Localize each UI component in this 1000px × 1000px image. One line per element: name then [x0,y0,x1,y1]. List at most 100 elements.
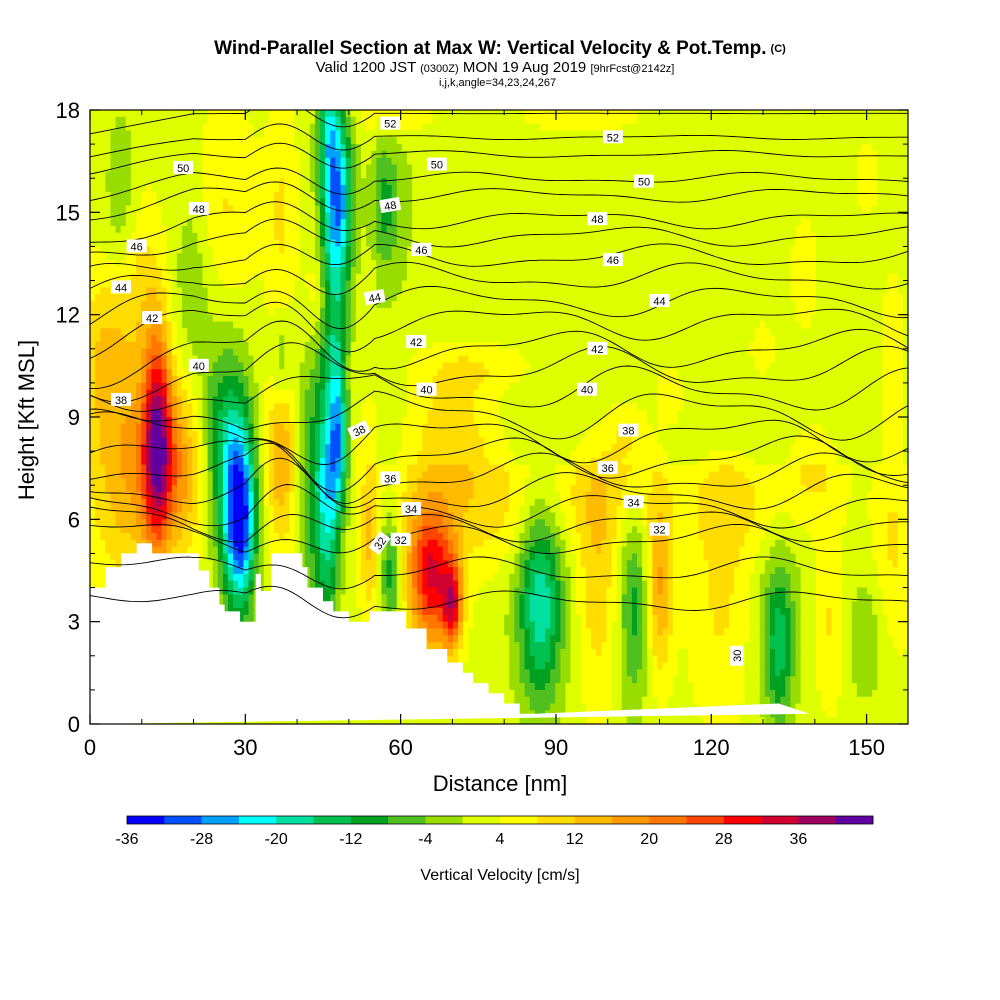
w-cell [130,198,137,207]
w-cell [171,212,178,220]
w-cell [238,260,244,268]
w-cell [606,171,613,179]
w-cell [631,239,638,248]
w-cell [483,232,490,241]
w-cell [529,198,536,207]
w-cell [325,137,331,145]
w-cell [447,185,454,193]
w-cell [437,239,444,248]
w-cell [851,198,858,207]
w-cell [621,301,628,309]
w-cell [560,150,567,159]
w-cell [345,212,352,220]
w-cell [161,307,168,316]
w-cell [744,314,751,323]
w-cell [693,294,699,302]
w-cell [463,219,469,227]
w-cell [524,130,531,138]
w-cell [396,287,403,295]
w-cell [427,307,434,316]
w-cell [667,130,674,138]
w-cell [831,205,838,213]
w-cell [263,110,270,118]
w-cell [575,178,582,186]
w-cell [570,314,577,323]
w-cell [810,273,817,282]
w-cell [764,116,771,125]
w-cell [156,123,163,132]
w-cell [662,232,669,241]
w-cell [396,232,403,241]
w-cell [769,191,776,200]
w-cell [611,171,618,179]
w-cell [120,130,127,138]
w-cell [642,314,648,323]
w-cell [345,273,352,282]
w-cell [146,157,152,166]
w-cell [458,314,464,323]
w-cell [626,137,633,145]
w-cell [693,116,699,125]
w-cell [412,130,418,138]
w-cell [207,171,214,179]
w-cell [677,171,684,179]
w-cell [575,137,582,145]
w-cell [447,287,454,295]
w-cell [263,171,270,179]
w-cell [790,130,797,138]
w-cell [892,266,899,275]
w-cell [626,171,633,179]
w-cell [314,178,321,186]
w-cell [396,253,403,261]
w-cell [708,301,715,309]
w-cell [703,157,710,166]
w-cell [810,137,817,145]
w-cell [406,280,413,288]
w-cell [151,239,158,248]
w-cell [166,219,173,227]
w-cell [463,191,469,200]
w-cell [580,198,587,207]
w-cell [136,178,142,186]
w-cell [493,266,500,275]
w-cell [493,164,500,172]
w-cell [212,321,219,329]
w-cell [667,314,674,323]
w-cell [345,205,352,213]
w-cell [156,130,163,138]
w-cell [504,191,510,200]
w-cell [284,287,290,295]
w-cell [350,219,357,227]
w-cell [749,150,756,159]
w-cell [693,219,699,227]
w-cell [723,137,730,145]
w-cell [146,171,152,179]
w-cell [555,273,561,282]
w-cell [826,307,832,316]
w-cell [427,198,434,207]
w-cell [780,185,786,193]
w-cell [606,205,613,213]
w-cell [279,157,285,166]
w-cell [136,232,142,241]
w-cell [560,246,567,254]
w-cell [734,260,740,268]
w-cell [815,171,822,179]
w-cell [529,191,536,200]
w-cell [376,280,383,288]
w-cell [289,150,296,159]
w-cell [815,212,822,220]
w-cell [836,116,843,125]
w-cell [688,157,694,166]
w-cell [146,260,152,268]
w-cell [504,273,510,282]
w-cell [228,225,234,234]
w-cell [529,307,536,316]
w-cell [171,232,178,241]
w-cell [151,287,158,295]
w-cell [452,232,459,241]
w-cell [488,266,495,275]
w-cell [596,150,602,159]
w-cell [320,266,326,275]
w-cell [202,321,209,329]
